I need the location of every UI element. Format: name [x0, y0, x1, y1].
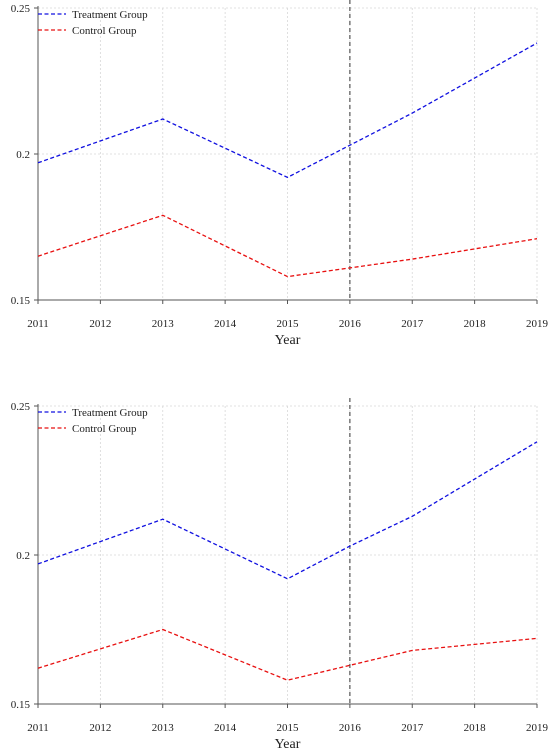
chart2-x-axis-title: Year — [275, 737, 301, 750]
chart2-legend-label-2: Control Group — [72, 423, 137, 435]
chart2-x-tick-label: 2015 — [277, 722, 300, 734]
chart1-x-tick-label: 2016 — [339, 318, 362, 330]
chart1-x-axis-title: Year — [275, 333, 301, 348]
chart2-x-tick-label: 2013 — [152, 722, 175, 734]
chart1-x-tick-label: 2011 — [27, 318, 49, 330]
chart2-x-tick-label: 2012 — [89, 722, 111, 734]
chart2-x-tick-label: 2016 — [339, 722, 362, 734]
chart2-y-tick-label: 0.2 — [16, 550, 30, 562]
chart1-y-tick-label: 0.2 — [16, 149, 30, 161]
chart2-x-tick-label: 2014 — [214, 722, 237, 734]
chart1-x-tick-label: 2017 — [401, 318, 424, 330]
chart1-legend-label-2: Control Group — [72, 25, 137, 37]
chart2-x-tick-label: 2017 — [401, 722, 424, 734]
chart2-legend-label-1: Treatment Group — [72, 407, 148, 419]
chart1-x-tick-label: 2019 — [526, 318, 549, 330]
chart2-y-tick-label: 0.25 — [11, 401, 31, 413]
chart1-x-tick-label: 2018 — [464, 318, 487, 330]
chart1-x-tick-label: 2013 — [152, 318, 175, 330]
chart1-x-tick-label: 2012 — [89, 318, 111, 330]
chart2-x-tick-label: 2011 — [27, 722, 49, 734]
chart2-y-tick-label: 0.15 — [11, 699, 31, 711]
chart2-x-tick-label: 2018 — [464, 722, 487, 734]
chart1-y-tick-label: 0.15 — [11, 295, 31, 307]
chart1-x-tick-label: 2014 — [214, 318, 237, 330]
chart2-x-tick-label: 2019 — [526, 722, 549, 734]
chart1-x-tick-label: 2015 — [277, 318, 300, 330]
chart1-legend-label-1: Treatment Group — [72, 9, 148, 21]
chart1-y-tick-label: 0.25 — [11, 3, 31, 15]
